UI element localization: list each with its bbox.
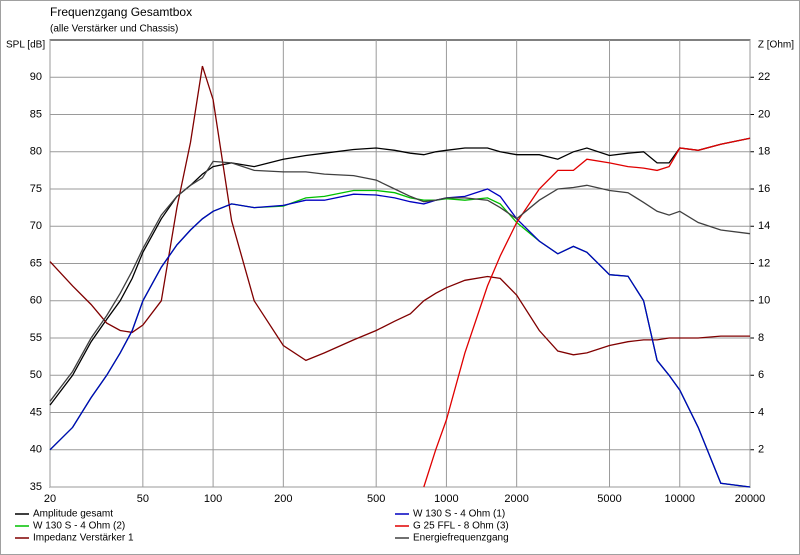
series-line: [423, 137, 751, 488]
y-tick-label: 45: [30, 406, 42, 418]
y2-tick-label: 6: [758, 369, 764, 381]
legend-label: G 25 FFL - 8 Ohm (3): [413, 521, 509, 532]
x-tick-label: 100: [204, 493, 222, 505]
y2-tick-label: 2: [758, 444, 764, 456]
y2-tick-label: 18: [758, 146, 770, 158]
series-line: [49, 160, 751, 402]
x-tick-label: 10000: [664, 493, 695, 505]
y-axis-label: SPL [dB]: [6, 40, 45, 51]
y-tick-label: 80: [30, 146, 42, 158]
legend-label: Impedanz Verstärker 1: [33, 533, 134, 544]
y-tick-label: 65: [30, 257, 42, 269]
y-tick-label: 70: [30, 220, 42, 232]
y-tick-label: 50: [30, 369, 42, 381]
y-tick-label: 35: [30, 481, 42, 493]
x-tick-label: 200: [274, 493, 292, 505]
x-tick-label: 50: [137, 493, 149, 505]
y2-tick-label: 20: [758, 108, 770, 120]
y-tick-label: 90: [30, 71, 42, 83]
x-tick-label: 500: [367, 493, 385, 505]
y-tick-label: 60: [30, 295, 42, 307]
y2-axis-label: Z [Ohm]: [758, 40, 794, 51]
y2-tick-label: 14: [758, 220, 770, 232]
y2-tick-label: 12: [758, 257, 770, 269]
chart-title: Frequenzgang Gesamtbox: [50, 5, 192, 19]
x-tick-label: 5000: [597, 493, 621, 505]
y-tick-label: 55: [30, 332, 42, 344]
y2-tick-label: 10: [758, 295, 770, 307]
y2-tick-label: 22: [758, 71, 770, 83]
y2-tick-label: 16: [758, 183, 770, 195]
series-line: [49, 188, 751, 488]
x-tick-label: 20: [44, 493, 56, 505]
x-tick-label: 1000: [434, 493, 458, 505]
legend-label: Amplitude gesamt: [33, 509, 113, 520]
y2-tick-label: 8: [758, 332, 764, 344]
y-tick-label: 40: [30, 444, 42, 456]
legend-label: W 130 S - 4 Ohm (1): [413, 509, 505, 520]
x-tick-label: 2000: [504, 493, 528, 505]
x-tick-label: 20000: [735, 493, 766, 505]
chart-subtitle: (alle Verstärker und Chassis): [50, 24, 178, 35]
y-tick-label: 85: [30, 108, 42, 120]
y-tick-label: 75: [30, 183, 42, 195]
series-line: [49, 65, 750, 362]
series-line: [49, 137, 751, 406]
legend-label: Energiefrequenzgang: [413, 533, 509, 544]
legend-label: W 130 S - 4 Ohm (2): [33, 521, 125, 532]
y2-tick-label: 4: [758, 406, 764, 418]
